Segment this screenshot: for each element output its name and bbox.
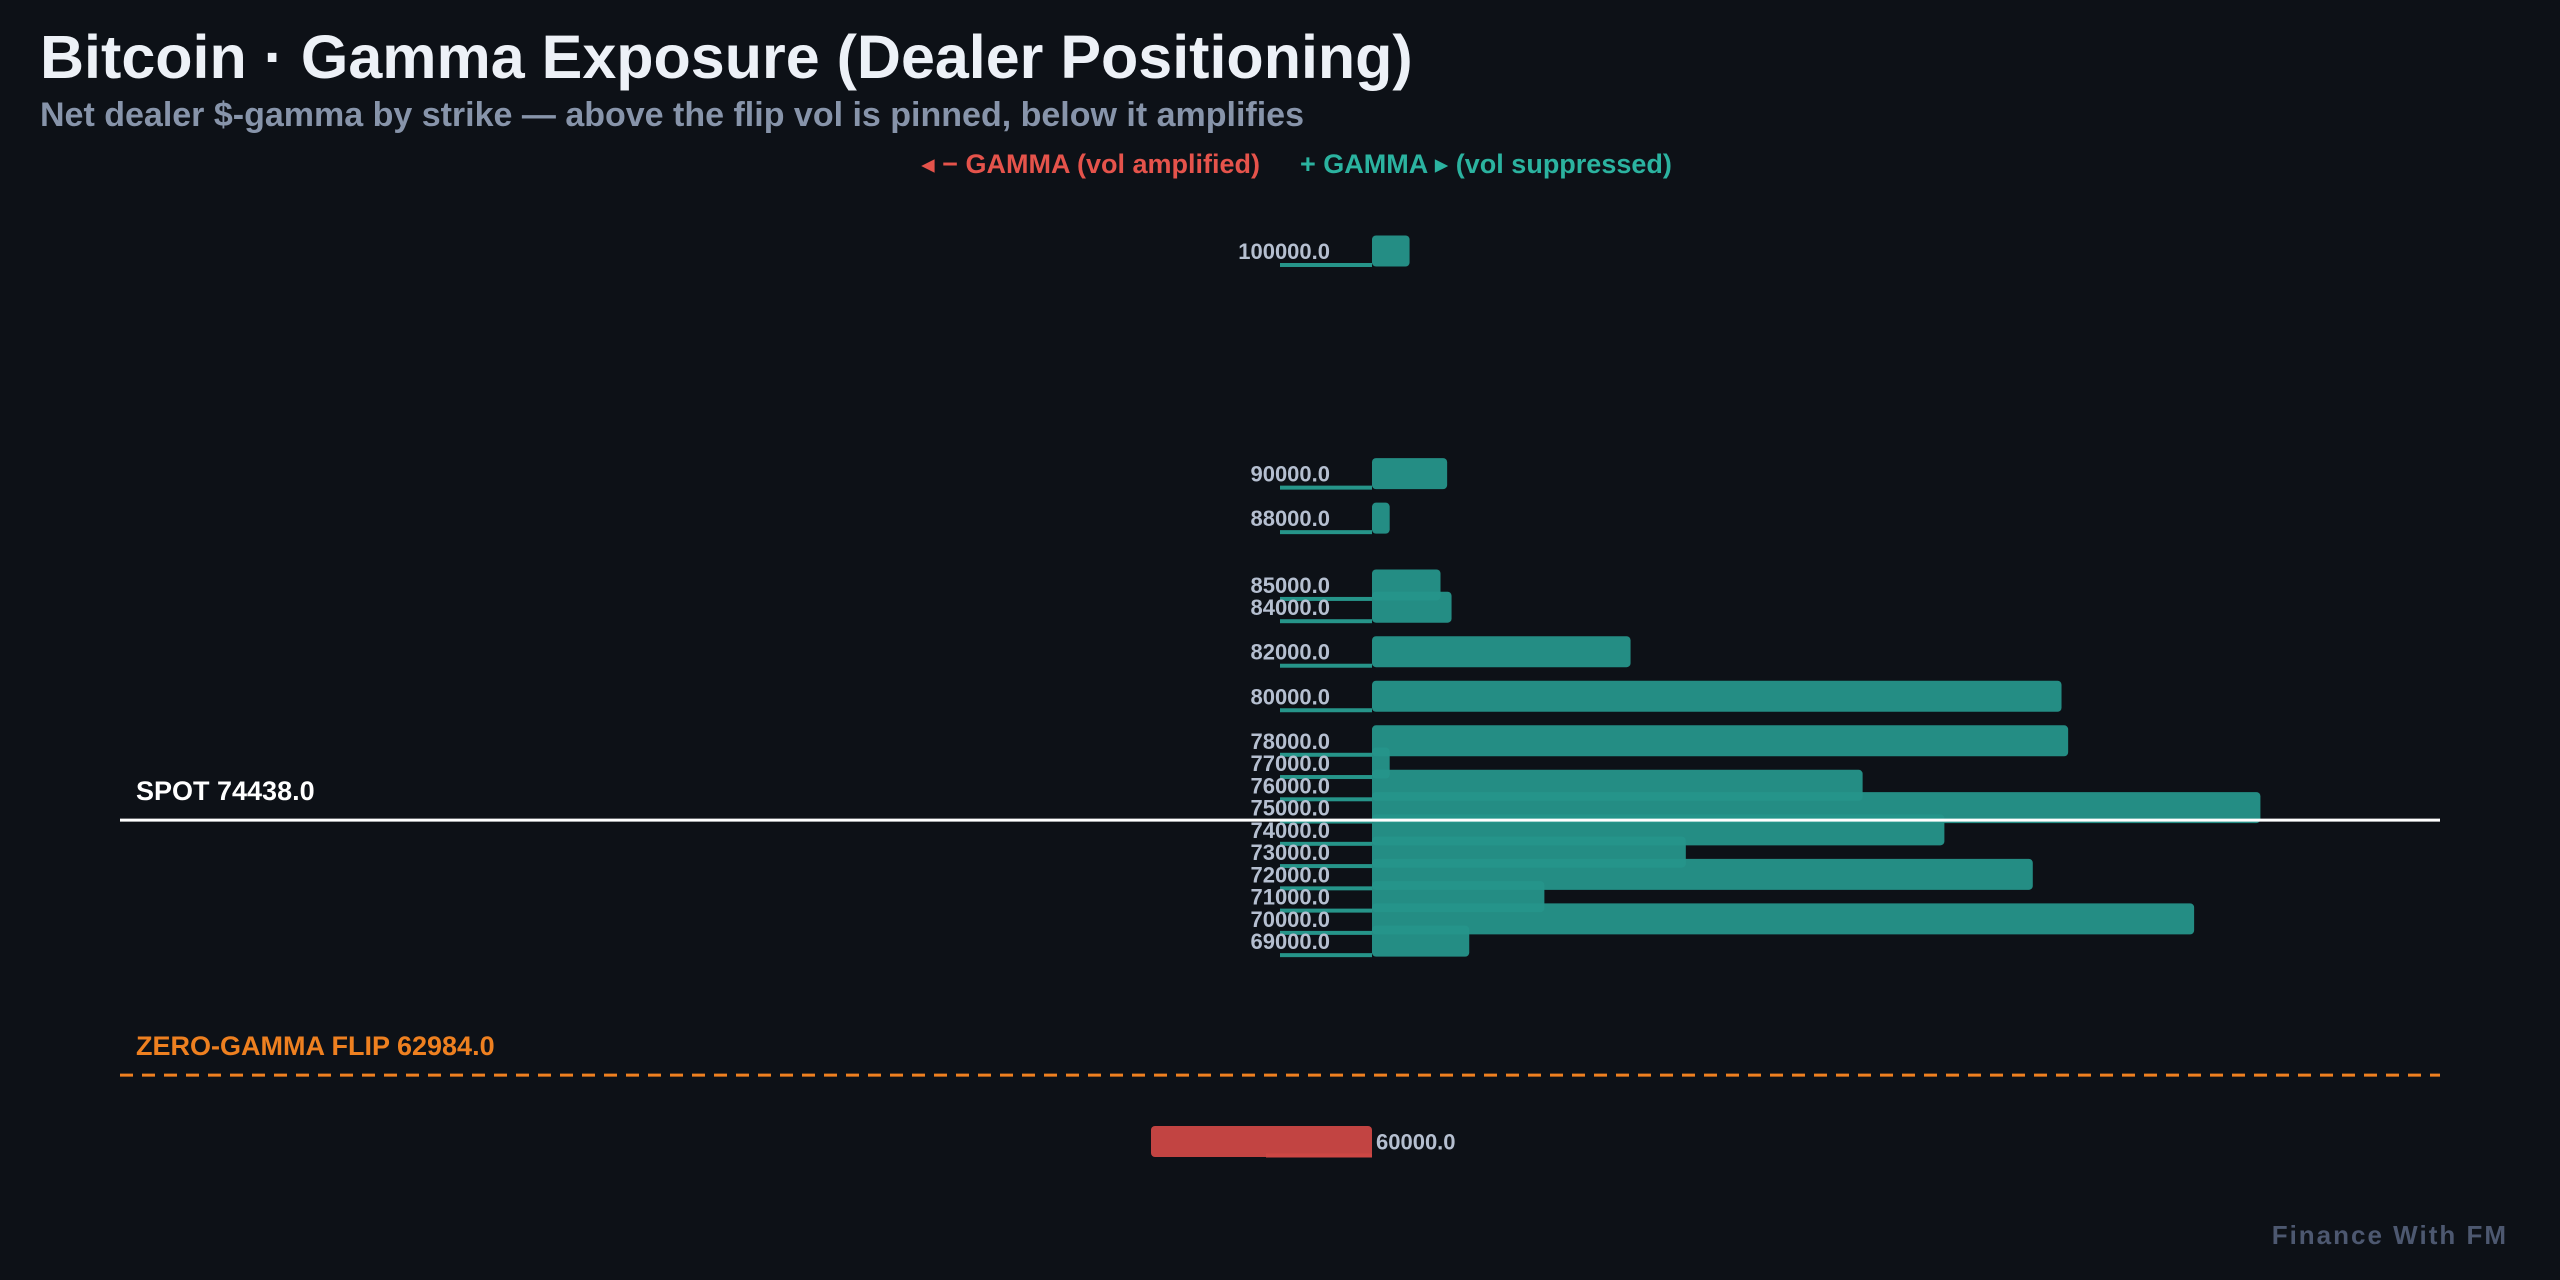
- gamma-bar: [1372, 903, 2195, 935]
- strike-tick: [1280, 485, 1372, 490]
- strike-tick: [1280, 797, 1372, 802]
- strike-tick: [1280, 663, 1372, 668]
- strike-label: 77000.0: [1250, 751, 1330, 776]
- strike-label: 72000.0: [1250, 862, 1330, 887]
- strike-label: 80000.0: [1250, 684, 1330, 709]
- strike-label: 85000.0: [1250, 573, 1330, 598]
- strike-tick: [1280, 930, 1372, 935]
- strike-label: 73000.0: [1250, 840, 1330, 865]
- strike-label: 76000.0: [1250, 773, 1330, 798]
- strike-tick: [1280, 263, 1372, 267]
- strike-label: 69000.0: [1250, 929, 1330, 954]
- strike-label: 78000.0: [1250, 729, 1330, 754]
- chart-title: Bitcoin · Gamma Exposure (Dealer Positio…: [40, 23, 1413, 91]
- strike-tick: [1280, 752, 1372, 757]
- chart-subtitle: Net dealer $-gamma by strike — above the…: [40, 96, 1304, 134]
- gamma-bar: [1372, 725, 2069, 757]
- strike-label: 74000.0: [1250, 818, 1330, 843]
- strike-label: 88000.0: [1250, 506, 1330, 531]
- legend-negative-gamma: ◂ − GAMMA (vol amplified): [921, 149, 1260, 179]
- strike-label: 100000.0: [1238, 239, 1330, 264]
- strike-tick: [1280, 530, 1372, 535]
- strike-tick: [1280, 864, 1372, 869]
- gamma-bar: [1372, 925, 1470, 957]
- strike-tick: [1280, 886, 1372, 891]
- gamma-bar: [1372, 636, 1631, 668]
- strike-label: 71000.0: [1250, 885, 1330, 910]
- gamma-bar: [1151, 1126, 1372, 1157]
- gamma-bar: [1372, 235, 1410, 267]
- strike-label: 90000.0: [1250, 462, 1330, 487]
- watermark: Finance With FM: [2271, 1220, 2508, 1250]
- strike-tick: [1280, 841, 1372, 846]
- flip-label: ZERO-GAMMA FLIP 62984.0: [136, 1031, 495, 1061]
- strike-label: 84000.0: [1250, 595, 1330, 620]
- gamma-bar: [1372, 502, 1390, 534]
- strike-tick: [1280, 619, 1372, 624]
- legend-positive-gamma: + GAMMA ▸ (vol suppressed): [1300, 149, 1672, 179]
- gamma-bar: [1372, 680, 2062, 712]
- strike-tick: [1280, 708, 1372, 713]
- spot-label: SPOT 74438.0: [136, 776, 315, 806]
- strike-tick: [1280, 953, 1372, 958]
- strike-label: 82000.0: [1250, 640, 1330, 665]
- gamma-bar: [1372, 591, 1452, 623]
- strike-tick: [1280, 596, 1372, 601]
- strike-label: 75000.0: [1250, 796, 1330, 821]
- strike-tick: [1280, 775, 1372, 780]
- gamma-bar: [1372, 458, 1448, 490]
- strike-label: 60000.0: [1376, 1130, 1456, 1155]
- strike-label: 70000.0: [1250, 907, 1330, 932]
- strike-tick: [1280, 908, 1372, 913]
